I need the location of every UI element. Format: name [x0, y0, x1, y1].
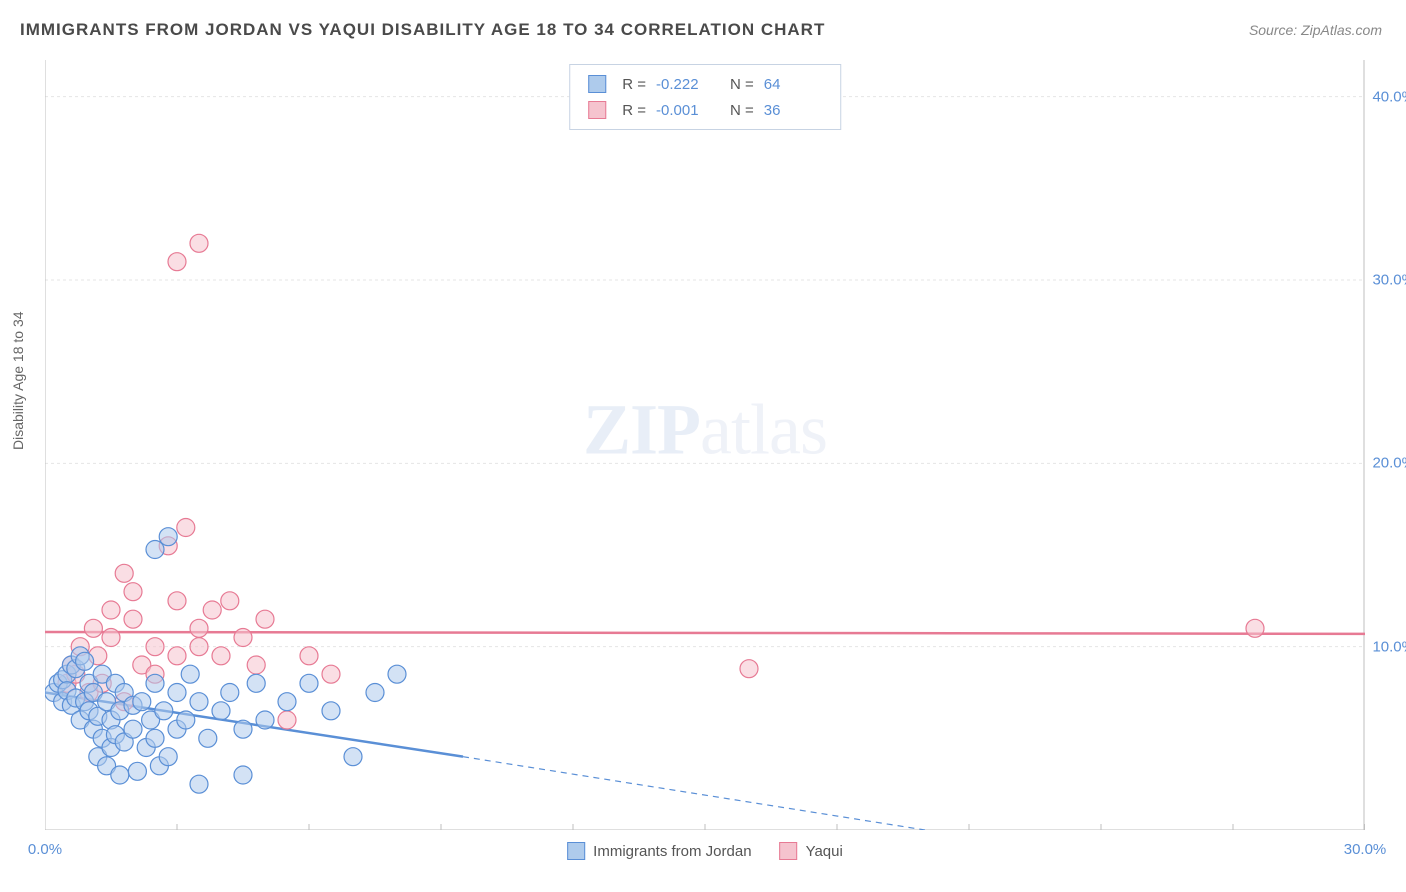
chart-title: IMMIGRANTS FROM JORDAN VS YAQUI DISABILI… — [20, 20, 825, 40]
y-axis-label: Disability Age 18 to 34 — [10, 311, 26, 450]
swatch-series2 — [588, 101, 606, 119]
n-value-2: 36 — [764, 102, 822, 119]
stats-row-2: R = -0.001 N = 36 — [588, 97, 822, 123]
r-value-1: -0.222 — [656, 76, 714, 93]
legend-swatch-2 — [780, 842, 798, 860]
chart-area: ZIPatlas R = -0.222 N = 64 R = -0.001 N … — [45, 60, 1365, 830]
legend-swatch-1 — [567, 842, 585, 860]
scatter-plot — [45, 60, 1365, 830]
y-tick-label: 20.0% — [1372, 455, 1406, 472]
r-value-2: -0.001 — [656, 102, 714, 119]
y-tick-label: 10.0% — [1372, 638, 1406, 655]
n-value-1: 64 — [764, 76, 822, 93]
n-label-2: N = — [730, 102, 754, 119]
correlation-stats-box: R = -0.222 N = 64 R = -0.001 N = 36 — [569, 64, 841, 130]
legend-item-2: Yaqui — [780, 842, 843, 860]
bottom-legend: Immigrants from Jordan Yaqui — [567, 842, 843, 860]
y-tick-label: 40.0% — [1372, 88, 1406, 105]
source-attribution: Source: ZipAtlas.com — [1249, 22, 1382, 38]
legend-label-1: Immigrants from Jordan — [593, 843, 751, 860]
r-label-2: R = — [622, 102, 646, 119]
x-tick-label: 30.0% — [1344, 841, 1387, 858]
legend-item-1: Immigrants from Jordan — [567, 842, 751, 860]
swatch-series1 — [588, 75, 606, 93]
legend-label-2: Yaqui — [806, 843, 843, 860]
n-label: N = — [730, 76, 754, 93]
y-tick-label: 30.0% — [1372, 272, 1406, 289]
x-tick-label: 0.0% — [28, 841, 62, 858]
stats-row-1: R = -0.222 N = 64 — [588, 71, 822, 97]
r-label: R = — [622, 76, 646, 93]
